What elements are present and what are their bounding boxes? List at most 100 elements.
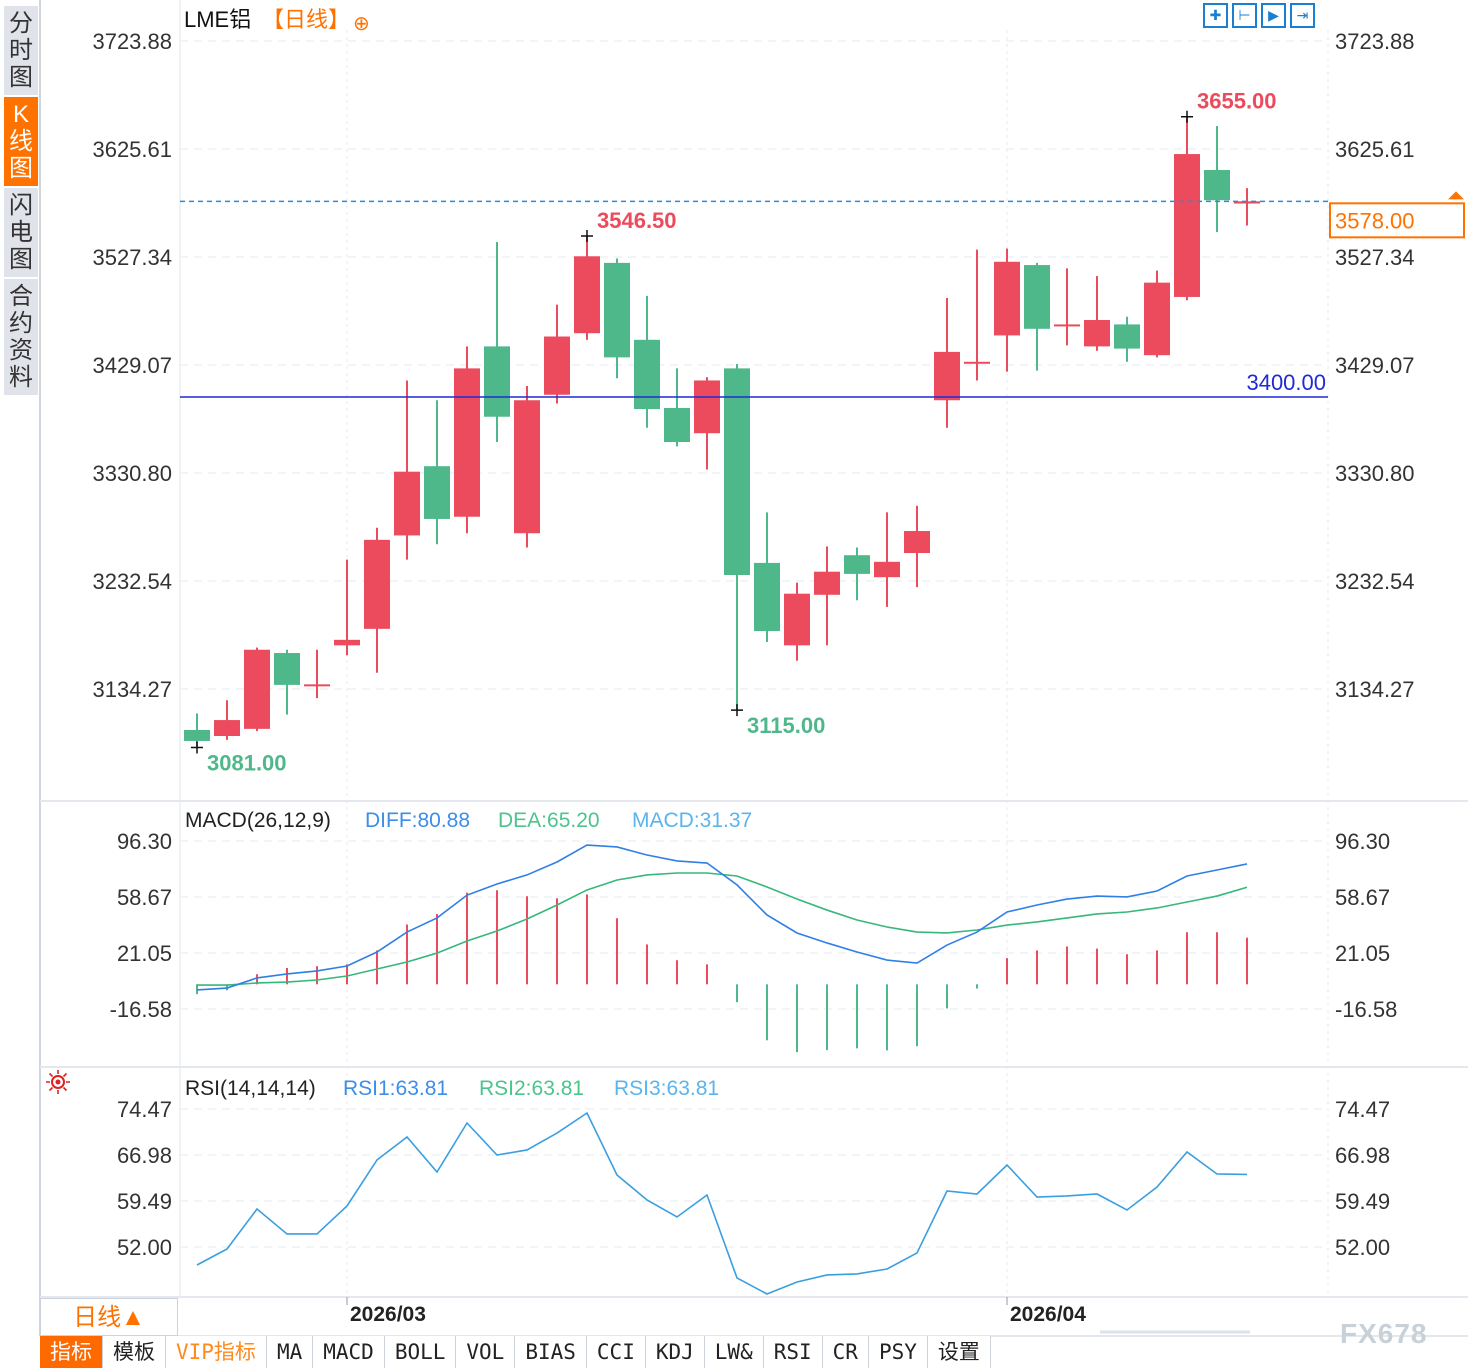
candle-body	[544, 336, 570, 395]
macd-tick-right: 21.05	[1335, 941, 1390, 966]
candle	[784, 582, 810, 661]
price-tick-right: 3723.88	[1335, 29, 1415, 54]
crosshair-icon[interactable]: ✚	[1203, 3, 1228, 28]
view-tabs: 分时图 K线图 闪电图 合约资料	[4, 6, 38, 397]
candle	[664, 368, 690, 447]
macd-tick-left: -16.58	[110, 997, 172, 1022]
candle-body	[1054, 324, 1080, 327]
candle	[994, 248, 1020, 372]
goto-end-icon[interactable]: ⇥	[1290, 3, 1315, 28]
play-icon[interactable]: ▶	[1261, 3, 1286, 28]
high-price-label: 3546.50	[597, 208, 677, 233]
price-tick-left: 3232.54	[92, 569, 172, 594]
macd-diff-legend: DIFF:80.88	[365, 809, 470, 832]
add-icon[interactable]: ⊕	[353, 13, 370, 35]
extreme-marker	[581, 229, 593, 242]
low-price-label: 3115.00	[747, 713, 825, 738]
tab-contract-info[interactable]: 合约资料	[4, 279, 38, 395]
current-price-marker-icon	[1448, 191, 1464, 200]
candle-body	[394, 471, 420, 536]
candle-body	[1234, 201, 1260, 204]
candle	[514, 385, 540, 548]
candle	[694, 377, 720, 470]
zoom-start-icon[interactable]: ⊢	[1232, 3, 1257, 28]
dea-line	[197, 872, 1248, 986]
rsi-title: RSI(14,14,14)	[185, 1077, 316, 1100]
rsi-tick-left: 59.49	[117, 1189, 172, 1214]
extreme-marker	[191, 741, 203, 754]
candle	[874, 512, 900, 607]
toolbar-item-rsi[interactable]: RSI	[763, 1336, 823, 1368]
tab-kline-chart[interactable]: K线图	[4, 97, 38, 186]
candle-body	[184, 729, 210, 741]
candle-body	[754, 562, 780, 632]
candle-body	[934, 351, 960, 401]
candle-body	[334, 639, 360, 646]
toolbar-item-cci[interactable]: CCI	[586, 1336, 646, 1368]
candle-body	[604, 262, 630, 358]
candle-body	[574, 256, 600, 334]
rsi-tick-left: 66.98	[117, 1143, 172, 1168]
price-tick-left: 3527.34	[92, 245, 172, 270]
tab-time-chart[interactable]: 分时图	[4, 6, 38, 95]
price-tick-right: 3232.54	[1335, 569, 1415, 594]
candle-body	[664, 407, 690, 443]
candle-body	[274, 653, 300, 685]
macd-tick-right: 96.30	[1335, 829, 1390, 854]
candle	[1204, 126, 1230, 233]
candle	[574, 235, 600, 340]
price-tick-left: 3134.27	[92, 677, 172, 702]
toolbar-item-lw&[interactable]: LW&	[704, 1336, 764, 1368]
low-price-label: 3081.00	[207, 751, 287, 776]
candle-body	[484, 346, 510, 417]
candle	[1054, 268, 1080, 346]
toolbar-item-模板[interactable]: 模板	[103, 1336, 166, 1368]
candle-body	[454, 368, 480, 517]
candle	[604, 258, 630, 379]
toolbar-item-指标[interactable]: 指标	[40, 1336, 103, 1368]
candle	[1174, 116, 1200, 301]
macd-dea-legend: DEA:65.20	[498, 809, 600, 832]
price-level-label: 3400.00	[1246, 370, 1326, 395]
candle	[424, 400, 450, 545]
toolbar-item-psy[interactable]: PSY	[868, 1336, 928, 1368]
candle-body	[784, 593, 810, 646]
rsi3-legend: RSI3:63.81	[614, 1077, 719, 1100]
price-tick-left: 3429.07	[92, 353, 172, 378]
toolbar-item-vip指标[interactable]: VIP指标	[166, 1336, 267, 1368]
diff-line	[196, 844, 1248, 991]
candle	[244, 647, 270, 732]
chart-tools: ✚ ⊢ ▶ ⇥	[1203, 3, 1315, 28]
candle-body	[514, 400, 540, 534]
candle-body	[1114, 324, 1140, 349]
toolbar-item-ma[interactable]: MA	[266, 1336, 314, 1368]
candle-body	[304, 684, 330, 687]
extreme-marker	[731, 704, 743, 717]
toolbar-item-macd[interactable]: MACD	[313, 1336, 385, 1368]
candle	[964, 249, 990, 381]
candle	[814, 546, 840, 646]
toolbar-item-bias[interactable]: BIAS	[515, 1336, 587, 1368]
current-price-box	[1329, 202, 1465, 239]
candle	[754, 512, 780, 643]
candle-body	[364, 539, 390, 629]
indicator-settings-icon[interactable]	[46, 1070, 70, 1094]
toolbar-item-vol[interactable]: VOL	[456, 1336, 516, 1368]
candle-body	[244, 649, 270, 729]
rsi-tick-left: 74.47	[117, 1097, 172, 1122]
period-selector[interactable]: 日线▲	[40, 1298, 178, 1336]
price-tick-right: 3429.07	[1335, 353, 1415, 378]
toolbar-item-kdj[interactable]: KDJ	[645, 1336, 705, 1368]
toolbar-item-boll[interactable]: BOLL	[384, 1336, 457, 1368]
toolbar-item-cr[interactable]: CR	[822, 1336, 869, 1368]
candle	[484, 241, 510, 443]
candle	[454, 346, 480, 534]
candle-body	[724, 368, 750, 575]
macd-tick-right: 58.67	[1335, 885, 1390, 910]
price-tick-right: 3134.27	[1335, 677, 1415, 702]
candle	[1144, 270, 1170, 358]
price-tick-right: 3625.61	[1335, 137, 1415, 162]
toolbar-item-设置[interactable]: 设置	[927, 1336, 991, 1368]
tab-flash-chart[interactable]: 闪电图	[4, 188, 38, 277]
